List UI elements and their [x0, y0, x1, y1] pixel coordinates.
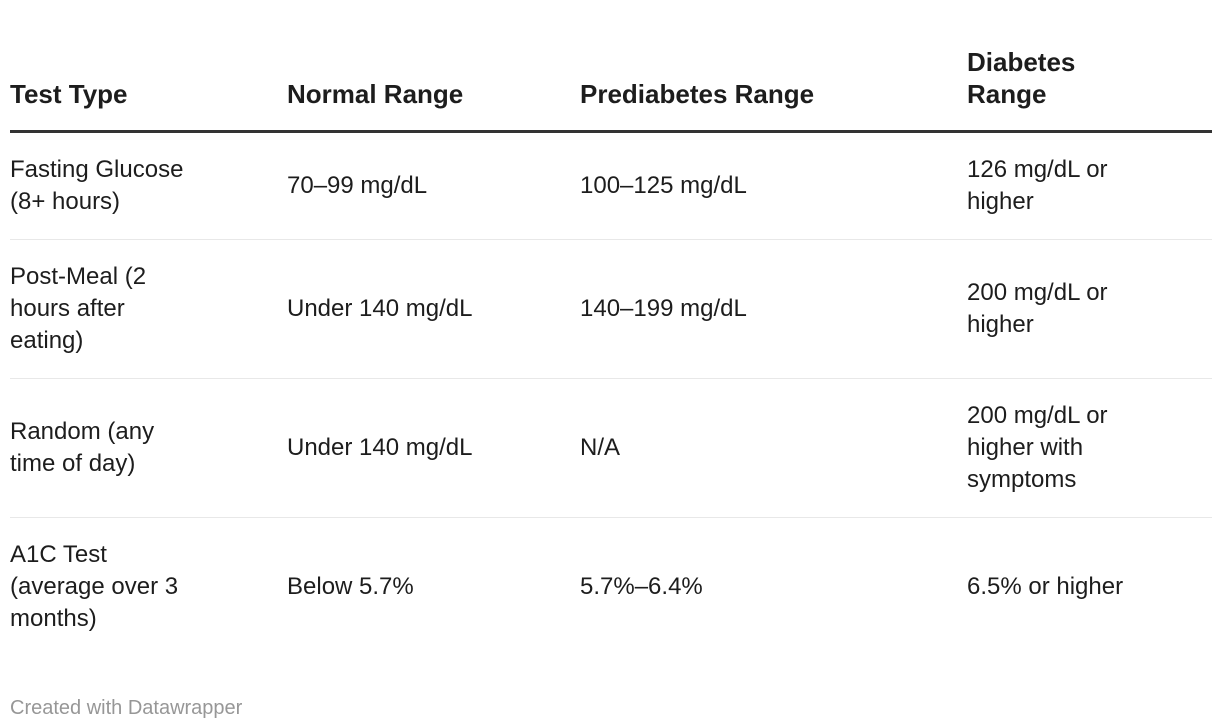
cell-normal-range: 70–99 mg/dL [287, 172, 428, 199]
table-row-random: Random (any time of day) Under 140 mg/dL… [10, 378, 1212, 518]
cell-prediabetes-range: 140–199 mg/dL [580, 239, 967, 379]
cell-prediabetes-range: N/A [580, 378, 967, 518]
cell-diabetes-range: 6.5% or higher [967, 517, 1212, 656]
column-header-diabetes-range: Diabetes Range [967, 30, 1212, 133]
column-header-normal-range: Normal Range [287, 30, 580, 133]
cell-diabetes-range: 126 mg/dL or higher [967, 156, 1108, 215]
cell-test-type: Fasting Glucose (8+ hours) [10, 156, 184, 215]
cell-prediabetes-range: 100–125 mg/dL [580, 172, 747, 199]
cell-normal-range: Under 140 mg/dL [287, 378, 580, 518]
cell-diabetes-range: 200 mg/dL or higher with symptoms [967, 378, 1212, 518]
cell-normal-range: Under 140 mg/dL [287, 239, 580, 379]
cell-test-type: A1C Test (average over 3 months) [10, 517, 287, 656]
cell-diabetes-range: 200 mg/dL or higher [967, 239, 1212, 379]
datawrapper-credit: Created with Datawrapper [10, 697, 243, 719]
data-table: Test Type Normal Range Prediabetes Range… [10, 30, 1212, 656]
column-header-prediabetes-range: Prediabetes Range [580, 30, 967, 133]
cell-normal-range: Below 5.7% [287, 517, 580, 656]
table-row-fasting-glucose: Fasting Glucose (8+ hours) 70–99 mg/dL 1… [10, 132, 1212, 240]
column-header-test-type: Test Type [10, 30, 287, 133]
cell-prediabetes-range: 5.7%–6.4% [580, 517, 967, 656]
cell-test-type: Post-Meal (2 hours after eating) [10, 239, 287, 379]
cell-test-type: Random (any time of day) [10, 378, 287, 518]
table-row-a1c: A1C Test (average over 3 months) Below 5… [10, 517, 1212, 656]
table-row-post-meal: Post-Meal (2 hours after eating) Under 1… [10, 239, 1212, 379]
header-row: Test Type Normal Range Prediabetes Range… [10, 30, 1212, 133]
